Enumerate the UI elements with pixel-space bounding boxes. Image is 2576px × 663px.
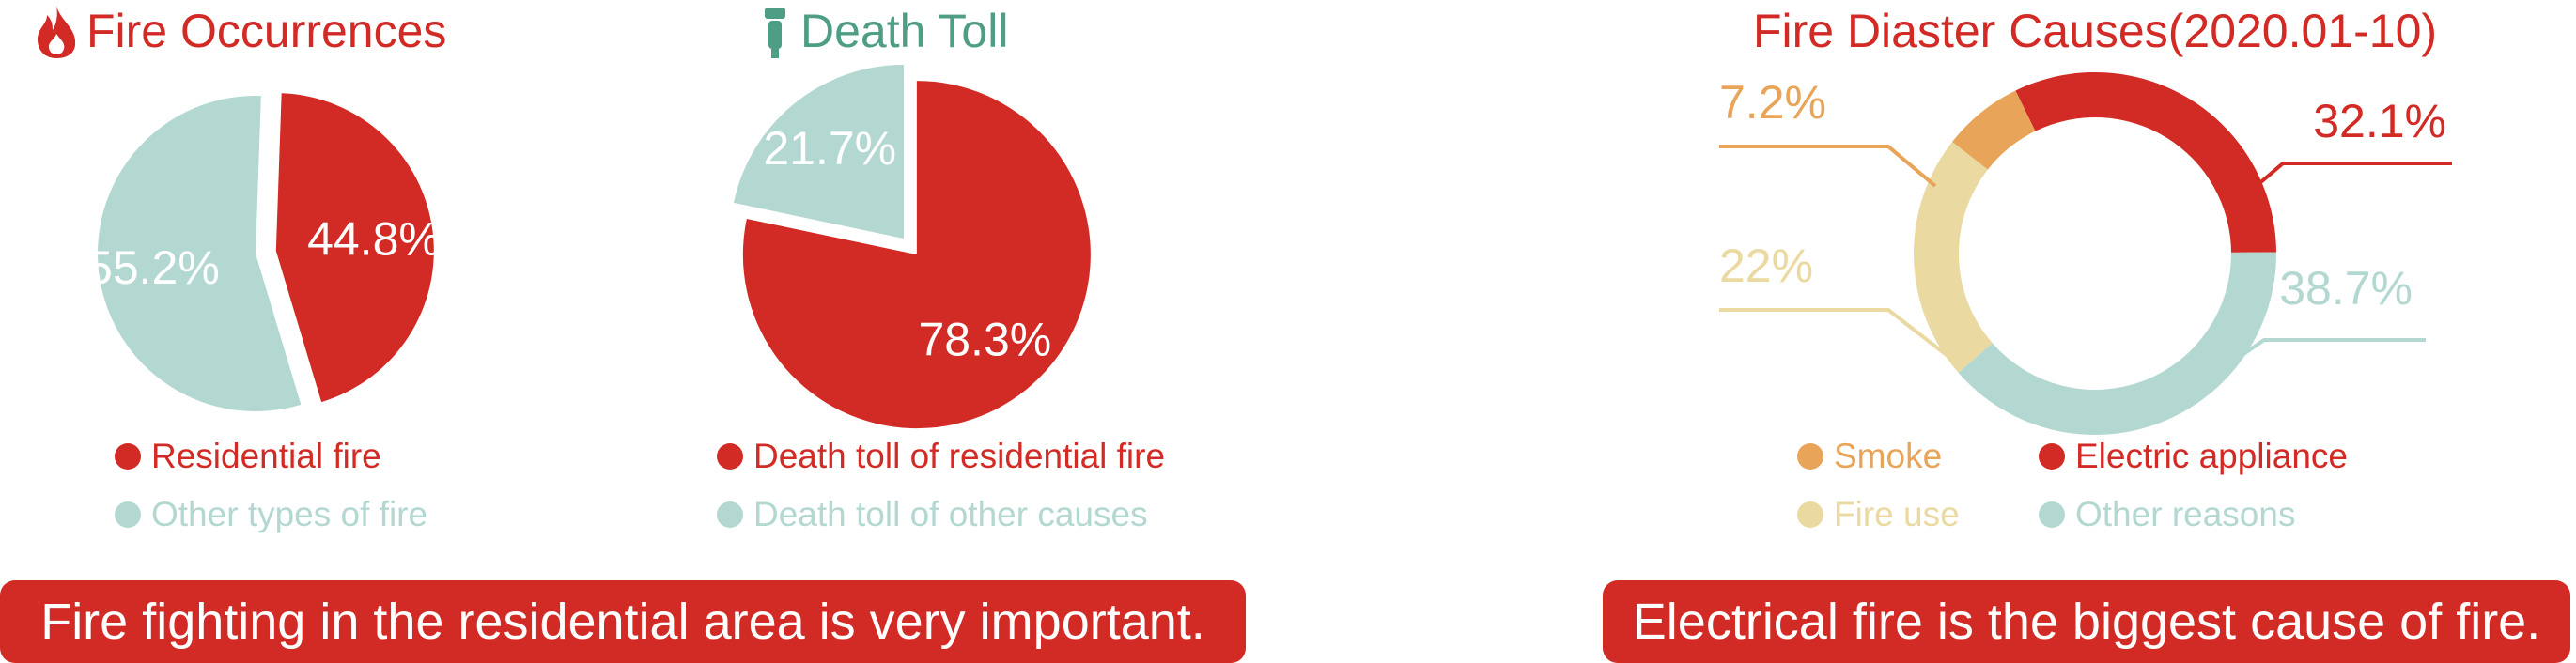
legend-marker [1797, 443, 1823, 470]
legend-label: Death toll of residential fire [753, 437, 1165, 475]
donut-slice-electric-appliance [2015, 72, 2276, 253]
leader-line-other-reasons [2232, 338, 2426, 362]
extinguisher-icon [765, 8, 785, 58]
chart-title: Fire Occurrences [86, 5, 446, 57]
label-electric-appliance: 32.1% [2313, 95, 2446, 147]
outside-labels: 7.2% 32.1% 22% 38.7% [1719, 76, 2446, 315]
legend-label: Residential fire [151, 437, 381, 475]
leader-lines [1719, 145, 2452, 370]
chart-fire-occurrences: Fire Occurrences 44.8% 55.2% Residential … [38, 5, 446, 533]
legend-item-residential-fire: Residential fire [115, 437, 381, 475]
donut-fire-causes [1914, 72, 2276, 436]
pie-slice-residential-fire [275, 93, 434, 403]
chart-fire-disaster-causes: Fire Diaster Causes(2020.01-10) 7.2% 32.… [1719, 5, 2452, 533]
leader-line-fire-use [1719, 308, 1965, 370]
legend-marker [115, 501, 141, 528]
pie-slice-death-toll-of-other-causes [733, 65, 904, 239]
legend-marker [2039, 443, 2065, 470]
leader-line-electric-appliance [2243, 162, 2452, 197]
legend-label: Electric appliance [2075, 437, 2348, 475]
data-label-death-toll-of-residential-fire: 78.3% [918, 313, 1051, 365]
label-fire-use: 22% [1719, 239, 1813, 292]
legend: Death toll of residential fire Death tol… [717, 437, 1165, 533]
data-label-residential-fire: 44.8% [307, 213, 441, 266]
legend-marker [717, 443, 743, 470]
legend-item-smoke: Smoke [1797, 437, 1942, 475]
data-label-death-toll-of-other-causes: 21.7% [763, 122, 896, 175]
legend-marker [717, 501, 743, 528]
legend: Residential fire Other types of fire [115, 437, 427, 533]
legend-item-death-toll-other: Death toll of other causes [717, 495, 1148, 533]
legend-label: Fire use [1834, 495, 1960, 533]
chart-death-toll: Death Toll 78.3% 21.7% Death toll of resi… [717, 5, 1165, 533]
legend-label: Other types of fire [151, 495, 427, 533]
legend-item-other-reasons: Other reasons [2039, 495, 2295, 533]
chart-title: Fire Diaster Causes(2020.01-10) [1753, 5, 2437, 57]
legend-label: Other reasons [2075, 495, 2295, 533]
legend-label: Death toll of other causes [753, 495, 1148, 533]
legend-item-electric-appliance: Electric appliance [2039, 437, 2348, 475]
data-label-other-types-of-fire: 55.2% [86, 241, 220, 294]
banner-electrical-fire: Electrical fire is the biggest cause of … [1603, 580, 2570, 663]
legend-marker [1797, 501, 1823, 528]
donut-slice-other-reasons [1958, 252, 2276, 436]
pie-slice-other-types-of-fire [97, 96, 302, 412]
leader-line-smoke [1719, 145, 1937, 188]
label-smoke: 7.2% [1719, 76, 1826, 129]
banner-residential-firefighting: Fire fighting in the residential area is… [0, 580, 1246, 663]
chart-title: Death Toll [800, 5, 1008, 57]
pie-fire-occurrences: 44.8% 55.2% [86, 93, 441, 412]
legend: Smoke Electric appliance Fire use Other … [1797, 437, 2348, 533]
pie-slice-death-toll-of-residential-fire [742, 81, 1091, 429]
legend-label: Smoke [1834, 437, 1942, 475]
label-other-reasons: 38.7% [2279, 262, 2413, 315]
donut-slice-smoke [1952, 90, 2036, 170]
donut-slice-fire-use [1914, 141, 1993, 373]
legend-marker [2039, 501, 2065, 528]
pie-death-toll: 78.3% 21.7% [733, 65, 1091, 429]
legend-item-other-types-of-fire: Other types of fire [115, 495, 427, 533]
legend-marker [115, 443, 141, 470]
legend-item-death-toll-residential: Death toll of residential fire [717, 437, 1165, 475]
legend-item-fire-use: Fire use [1797, 495, 1960, 533]
fire-icon [38, 6, 76, 58]
